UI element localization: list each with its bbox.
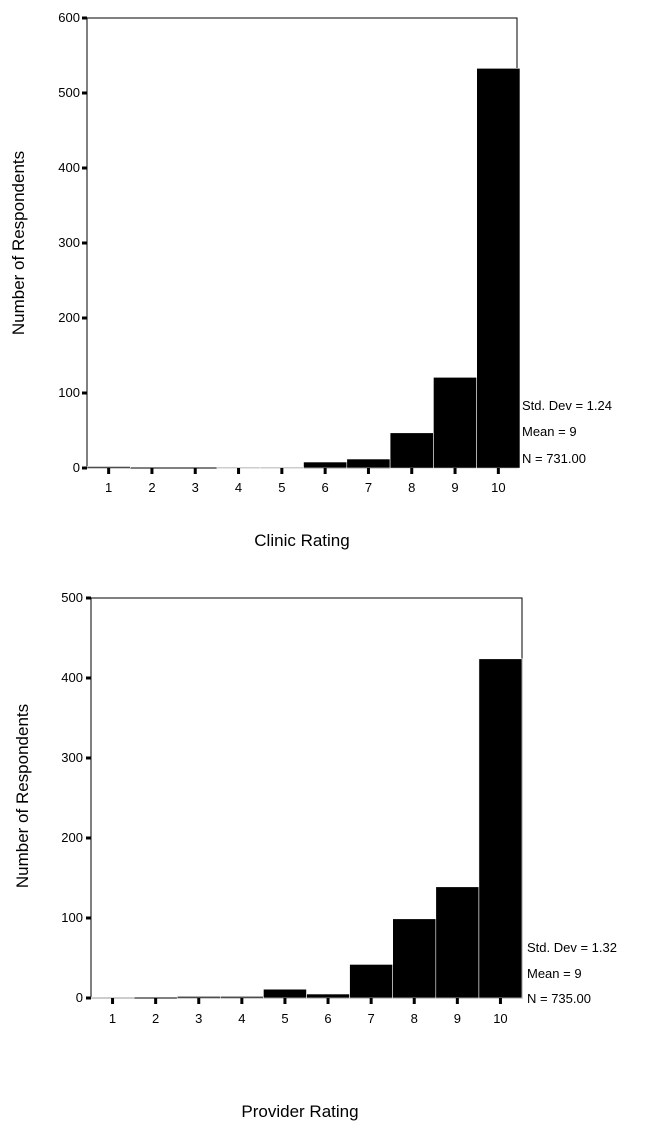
x-axis-title: Clinic Rating (254, 531, 349, 550)
bar-7 (349, 964, 394, 999)
y-tick-label: 500 (58, 85, 80, 100)
x-tick-label: 7 (368, 1011, 375, 1026)
y-tick-label: 0 (73, 460, 80, 475)
bar-10 (478, 658, 523, 999)
x-axis-ticks: 1 2 3 4 5 6 7 8 9 10 (109, 998, 508, 1026)
bar-8 (389, 432, 434, 469)
bar-1 (90, 996, 135, 999)
bar-group (90, 658, 523, 999)
y-tick-label: 600 (58, 10, 80, 25)
x-tick-label: 7 (365, 480, 372, 495)
y-tick-label: 300 (61, 750, 83, 765)
bar-6 (303, 461, 348, 469)
x-tick-label: 10 (491, 480, 505, 495)
x-tick-label: 8 (411, 1011, 418, 1026)
x-tick-label: 6 (322, 480, 329, 495)
y-tick-label: 300 (58, 235, 80, 250)
bar-8 (392, 918, 437, 999)
y-tick-label: 100 (58, 385, 80, 400)
x-tick-label: 3 (192, 480, 199, 495)
y-axis-title: Number of Respondents (9, 151, 28, 335)
bar-9 (433, 376, 477, 469)
x-tick-label: 9 (451, 480, 458, 495)
y-tick-label: 200 (58, 310, 80, 325)
y-axis-title: Number of Respondents (13, 704, 32, 888)
bar-4 (220, 996, 264, 999)
bar-group (86, 68, 521, 469)
x-tick-label: 1 (105, 480, 112, 495)
x-tick-label: 6 (324, 1011, 331, 1026)
x-tick-label: 9 (454, 1011, 461, 1026)
bar-1 (86, 466, 131, 469)
y-axis-ticks: 0 100 200 300 400 500 600 (58, 10, 87, 475)
mean-label: Mean = 9 (527, 966, 582, 981)
x-tick-label: 4 (235, 480, 242, 495)
x-tick-label: 5 (278, 480, 285, 495)
y-tick-label: 0 (76, 990, 83, 1005)
bar-10 (476, 68, 521, 469)
x-tick-label: 3 (195, 1011, 202, 1026)
bar-5 (263, 988, 307, 999)
x-tick-label: 1 (109, 1011, 116, 1026)
x-tick-label: 5 (281, 1011, 288, 1026)
x-tick-label: 10 (493, 1011, 507, 1026)
x-axis-title: Provider Rating (241, 1102, 358, 1121)
bar-5 (259, 466, 304, 469)
y-tick-label: 200 (61, 830, 83, 845)
bar-7 (346, 458, 391, 469)
x-axis-ticks: 1 2 3 4 5 6 7 8 9 10 (105, 468, 506, 495)
bar-3 (176, 996, 221, 999)
y-tick-label: 500 (61, 590, 83, 605)
x-tick-label: 4 (238, 1011, 245, 1026)
bar-4 (216, 466, 261, 469)
y-axis-ticks: 0 100 200 300 400 500 (61, 590, 91, 1005)
x-tick-label: 2 (148, 480, 155, 495)
mean-label: Mean = 9 (522, 424, 577, 439)
bar-6 (306, 993, 350, 999)
x-tick-label: 2 (152, 1011, 159, 1026)
provider-rating-histogram: 0 100 200 300 400 500 1 2 3 4 5 6 7 8 9 10 Number of R… (13, 590, 617, 1121)
y-tick-label: 400 (61, 670, 83, 685)
n-label: N = 731.00 (522, 451, 586, 466)
y-tick-label: 400 (58, 160, 80, 175)
std-dev-label: Std. Dev = 1.24 (522, 398, 612, 413)
bar-9 (435, 886, 480, 999)
x-tick-label: 8 (408, 480, 415, 495)
std-dev-label: Std. Dev = 1.32 (527, 940, 617, 955)
n-label: N = 735.00 (527, 991, 591, 1006)
clinic-rating-histogram: 0 100 200 300 400 500 600 1 2 3 4 5 6 7 8 9 10 Number o… (9, 10, 612, 550)
y-tick-label: 100 (61, 910, 83, 925)
